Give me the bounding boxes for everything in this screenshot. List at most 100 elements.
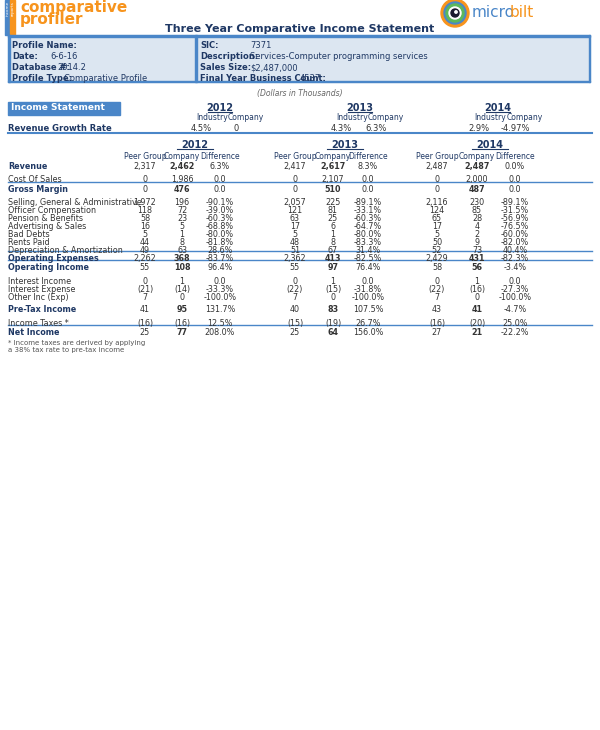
Text: 6.3%: 6.3% <box>365 124 386 133</box>
Circle shape <box>446 4 464 22</box>
Text: (16): (16) <box>174 319 190 328</box>
Text: 2,429: 2,429 <box>425 254 448 263</box>
Text: -76.5%: -76.5% <box>501 222 529 231</box>
Text: Difference: Difference <box>200 152 240 161</box>
Circle shape <box>444 2 466 24</box>
Text: -83.3%: -83.3% <box>354 238 382 247</box>
Text: Peer Group: Peer Group <box>274 152 316 161</box>
Text: (15): (15) <box>287 319 303 328</box>
Bar <box>8 35 590 82</box>
Text: 63: 63 <box>290 214 300 223</box>
Text: 1: 1 <box>331 277 335 286</box>
Text: Income Statement: Income Statement <box>11 103 105 112</box>
Text: 4.3%: 4.3% <box>331 124 352 133</box>
Text: 225: 225 <box>325 198 341 207</box>
Text: 4537: 4537 <box>300 74 321 83</box>
Text: Profile Type:: Profile Type: <box>12 74 72 83</box>
Text: 0.0: 0.0 <box>509 175 521 184</box>
Text: Company: Company <box>507 113 543 122</box>
Text: 156.0%: 156.0% <box>353 328 383 337</box>
Text: 0: 0 <box>293 175 298 184</box>
Text: 6.3%: 6.3% <box>210 162 230 171</box>
Text: 2012: 2012 <box>206 103 233 113</box>
Text: (16): (16) <box>469 285 485 294</box>
Text: -81.8%: -81.8% <box>206 238 234 247</box>
Text: 0: 0 <box>143 175 148 184</box>
Text: 2,107: 2,107 <box>322 175 344 184</box>
Bar <box>8 35 10 82</box>
Text: 26.7%: 26.7% <box>355 319 381 328</box>
Text: a 38% tax rate to pre-tax income: a 38% tax rate to pre-tax income <box>8 347 124 353</box>
Text: 2.9%: 2.9% <box>469 124 490 133</box>
Text: 63: 63 <box>177 246 187 255</box>
Text: 7371: 7371 <box>250 41 271 50</box>
Text: Final Year Business Count:: Final Year Business Count: <box>200 74 326 83</box>
Text: 0: 0 <box>233 124 239 133</box>
Text: -4.97%: -4.97% <box>500 124 530 133</box>
Bar <box>8 35 590 36</box>
Text: (20): (20) <box>469 319 485 328</box>
Text: Income Taxes *: Income Taxes * <box>8 319 69 328</box>
Text: 85: 85 <box>472 206 482 215</box>
Text: -64.7%: -64.7% <box>354 222 382 231</box>
Text: Company: Company <box>368 113 404 122</box>
Text: Interest Income: Interest Income <box>8 277 71 286</box>
Text: 2,262: 2,262 <box>134 254 157 263</box>
Text: -89.1%: -89.1% <box>501 198 529 207</box>
Text: 0.0%: 0.0% <box>505 162 525 171</box>
Text: 1: 1 <box>331 230 335 239</box>
Text: 56: 56 <box>472 263 482 272</box>
Text: 51: 51 <box>290 246 300 255</box>
Text: Operating Expenses: Operating Expenses <box>8 254 99 263</box>
Text: 41: 41 <box>140 305 150 314</box>
Text: * Income taxes are derived by applying: * Income taxes are derived by applying <box>8 340 145 346</box>
Text: 2,000: 2,000 <box>466 175 488 184</box>
Text: 65: 65 <box>432 214 442 223</box>
Text: (19): (19) <box>325 319 341 328</box>
Text: Advertising & Sales: Advertising & Sales <box>8 222 86 231</box>
Text: 6-6-16: 6-6-16 <box>50 52 77 61</box>
Text: 0: 0 <box>434 277 439 286</box>
Text: 77: 77 <box>176 328 187 337</box>
Text: 230: 230 <box>469 198 485 207</box>
Text: -100.0%: -100.0% <box>203 293 236 302</box>
Text: (22): (22) <box>287 285 303 294</box>
Text: 7: 7 <box>142 293 148 302</box>
Text: 5: 5 <box>142 230 148 239</box>
Text: Three Year Comparative Income Statement: Three Year Comparative Income Statement <box>166 24 434 34</box>
Text: -90.1%: -90.1% <box>206 198 234 207</box>
Text: 1: 1 <box>179 277 185 286</box>
Text: 2,617: 2,617 <box>320 162 346 171</box>
Text: (14): (14) <box>174 285 190 294</box>
Text: Company: Company <box>459 152 495 161</box>
Text: Company: Company <box>228 113 264 122</box>
Text: 1: 1 <box>475 277 479 286</box>
Text: Industry: Industry <box>336 113 368 122</box>
Text: Pension & Benefits: Pension & Benefits <box>8 214 83 223</box>
Text: Profile Name:: Profile Name: <box>12 41 77 50</box>
Text: Depreciation & Amortization: Depreciation & Amortization <box>8 246 123 255</box>
Text: 2,487: 2,487 <box>425 162 448 171</box>
Text: 431: 431 <box>469 254 485 263</box>
Text: 28.6%: 28.6% <box>208 246 233 255</box>
Bar <box>10 0 15 35</box>
Text: -60.3%: -60.3% <box>206 214 234 223</box>
Text: 2013: 2013 <box>347 103 373 113</box>
Text: 0: 0 <box>331 293 335 302</box>
Text: 5: 5 <box>292 230 298 239</box>
Text: 8: 8 <box>179 238 185 247</box>
Text: 0: 0 <box>434 175 439 184</box>
Text: 5: 5 <box>434 230 440 239</box>
Text: 28: 28 <box>472 214 482 223</box>
Text: Difference: Difference <box>495 152 535 161</box>
Text: income: income <box>5 1 10 16</box>
Text: 67: 67 <box>328 246 338 255</box>
Text: Comparative Profile: Comparative Profile <box>64 74 147 83</box>
Text: 0: 0 <box>475 293 479 302</box>
Text: (Dollars in Thousands): (Dollars in Thousands) <box>257 89 343 98</box>
Text: Cost Of Sales: Cost Of Sales <box>8 175 62 184</box>
Text: 27: 27 <box>432 328 442 337</box>
Text: 25.0%: 25.0% <box>502 319 528 328</box>
Text: (21): (21) <box>137 285 153 294</box>
Text: -68.8%: -68.8% <box>206 222 234 231</box>
